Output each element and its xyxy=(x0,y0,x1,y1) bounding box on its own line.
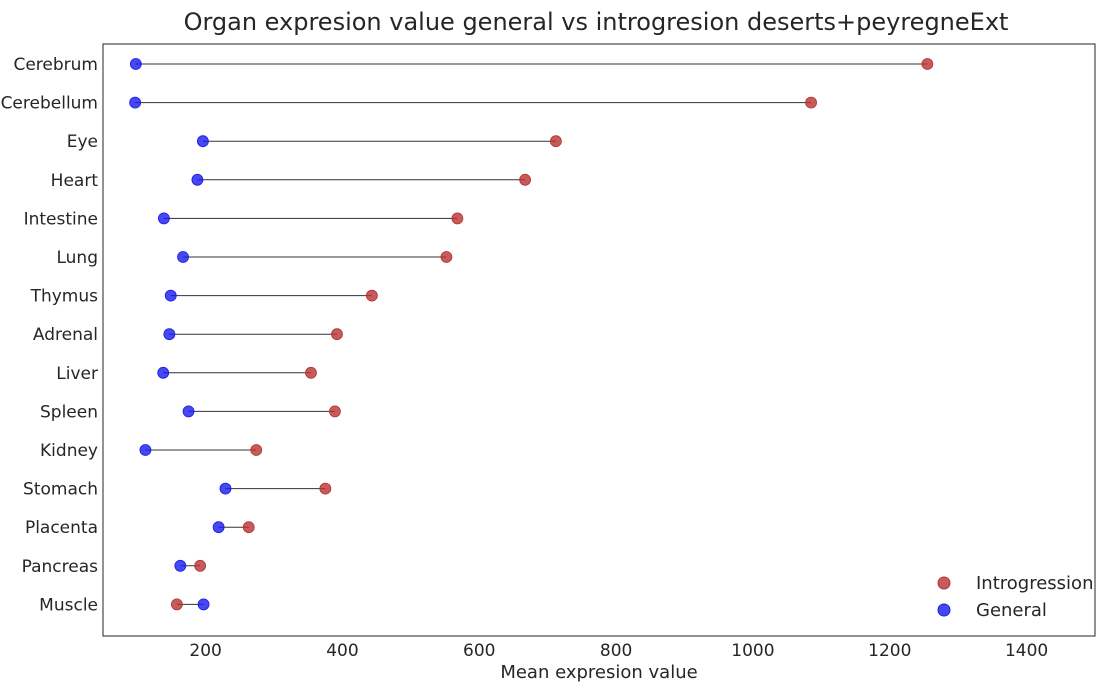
x-tick-labels: 200 400 600 800 1000 1200 1400 xyxy=(189,641,1048,661)
point-general-thymus xyxy=(164,289,177,302)
point-general-cerebellum xyxy=(129,96,142,109)
point-introgression-placenta xyxy=(242,521,255,534)
point-introgression-intestine xyxy=(451,212,464,225)
y-tick-label-spleen: Spleen xyxy=(40,402,98,422)
legend-label-introgression: Introgression xyxy=(976,573,1093,594)
point-introgression-eye xyxy=(549,135,562,148)
legend-marker-general xyxy=(937,603,951,617)
point-general-muscle xyxy=(197,598,210,611)
y-tick-label-muscle: Muscle xyxy=(39,595,98,615)
chart-title: Organ expresion value general vs introgr… xyxy=(184,8,1009,36)
y-tick-label-cerebellum: Cerebellum xyxy=(1,94,98,114)
connector-lines xyxy=(135,63,928,605)
point-introgression-thymus xyxy=(365,289,378,302)
point-introgression-adrenal xyxy=(331,328,343,341)
point-general-intestine xyxy=(157,212,170,225)
point-general-heart xyxy=(191,173,204,186)
y-tick-label-thymus: Thymus xyxy=(30,287,99,307)
point-general-spleen xyxy=(182,405,195,418)
point-introgression-liver xyxy=(305,366,317,379)
point-introgression-heart xyxy=(519,173,532,186)
point-introgression-kidney xyxy=(250,444,263,456)
y-tick-label-pancreas: Pancreas xyxy=(22,557,99,577)
point-introgression-cerebellum xyxy=(805,96,817,109)
x-tick-label-200: 200 xyxy=(189,641,221,661)
legend: Introgression General xyxy=(937,573,1093,621)
y-tick-label-lung: Lung xyxy=(56,248,98,268)
x-tick-label-600: 600 xyxy=(463,641,495,661)
point-general-liver xyxy=(157,366,170,379)
y-tick-label-heart: Heart xyxy=(51,171,99,191)
y-tick-label-intestine: Intestine xyxy=(24,209,98,229)
y-tick-label-adrenal: Adrenal xyxy=(33,325,98,345)
y-tick-label-kidney: Kidney xyxy=(40,441,98,461)
point-introgression-pancreas xyxy=(194,559,207,572)
point-introgression-spleen xyxy=(329,405,341,418)
point-general-cerebrum xyxy=(129,58,142,70)
legend-marker-introgression xyxy=(937,576,951,590)
point-general-kidney xyxy=(139,444,152,456)
point-general-placenta xyxy=(212,521,225,534)
x-tick-label-800: 800 xyxy=(600,641,632,661)
plot-area-frame xyxy=(102,43,1096,637)
y-tick-label-eye: Eye xyxy=(67,132,98,152)
y-tick-label-stomach: Stomach xyxy=(23,480,98,500)
x-tick-label-1000: 1000 xyxy=(731,641,774,661)
x-tick-label-400: 400 xyxy=(326,641,358,661)
x-axis-label: Mean expresion value xyxy=(500,662,697,683)
y-tick-labels: Cerebrum Cerebellum Eye Heart Intestine Lung T… xyxy=(1,55,99,615)
point-general-adrenal xyxy=(163,328,176,341)
point-introgression-stomach xyxy=(319,482,332,495)
point-general-lung xyxy=(177,251,189,263)
point-introgression-lung xyxy=(440,251,453,263)
point-introgression-muscle xyxy=(170,598,183,611)
point-general-eye xyxy=(196,135,209,148)
y-tick-label-liver: Liver xyxy=(56,364,98,384)
x-tick-label-1400: 1400 xyxy=(1005,641,1048,661)
y-tick-label-cerebrum: Cerebrum xyxy=(13,55,98,75)
point-general-pancreas xyxy=(174,559,187,572)
point-introgression-cerebrum xyxy=(921,58,934,70)
point-general-stomach xyxy=(219,482,232,495)
legend-label-general: General xyxy=(976,600,1047,621)
x-tick-label-1200: 1200 xyxy=(868,641,911,661)
data-points xyxy=(129,58,934,611)
y-tick-label-placenta: Placenta xyxy=(25,518,98,538)
